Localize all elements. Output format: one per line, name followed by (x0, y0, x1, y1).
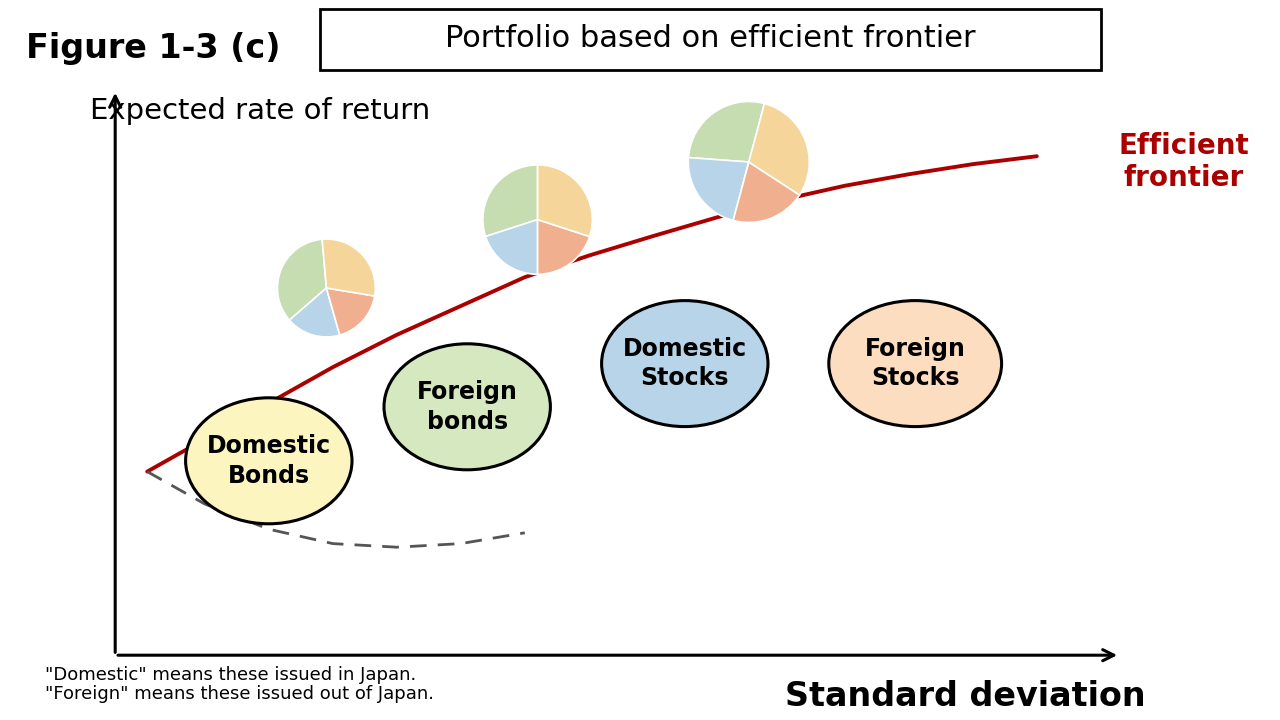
Ellipse shape (186, 397, 352, 524)
Text: Domestic
Stocks: Domestic Stocks (623, 337, 746, 390)
Text: Efficient
frontier: Efficient frontier (1119, 132, 1249, 192)
Text: Expected rate of return: Expected rate of return (90, 97, 430, 125)
Wedge shape (689, 102, 764, 162)
Text: Portfolio based on efficient frontier: Portfolio based on efficient frontier (445, 24, 975, 53)
Wedge shape (689, 158, 749, 220)
Text: Figure 1-3 (c): Figure 1-3 (c) (26, 32, 280, 66)
Wedge shape (289, 288, 339, 337)
Text: Foreign
Stocks: Foreign Stocks (865, 337, 965, 390)
Text: "Foreign" means these issued out of Japan.: "Foreign" means these issued out of Japa… (45, 685, 434, 703)
Text: Standard deviation: Standard deviation (785, 680, 1146, 714)
Ellipse shape (602, 301, 768, 426)
Text: Domestic
Bonds: Domestic Bonds (207, 434, 330, 487)
Text: Foreign
bonds: Foreign bonds (417, 380, 517, 433)
Wedge shape (483, 165, 538, 236)
Wedge shape (538, 165, 593, 236)
Wedge shape (538, 220, 590, 274)
Text: "Domestic" means these issued in Japan.: "Domestic" means these issued in Japan. (45, 666, 416, 684)
Wedge shape (485, 220, 538, 274)
FancyBboxPatch shape (320, 9, 1101, 70)
Ellipse shape (384, 344, 550, 470)
Ellipse shape (829, 301, 1001, 426)
Wedge shape (326, 288, 375, 335)
Wedge shape (733, 162, 800, 222)
Wedge shape (278, 239, 326, 320)
Wedge shape (749, 104, 809, 195)
Wedge shape (323, 239, 375, 296)
